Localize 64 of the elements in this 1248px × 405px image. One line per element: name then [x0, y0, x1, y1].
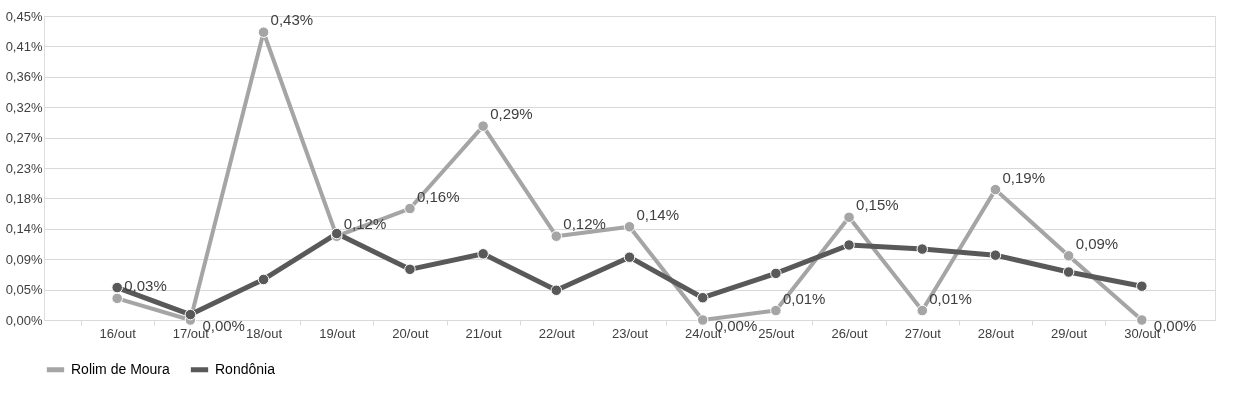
x-tick-label: 29/out	[1051, 325, 1088, 341]
x-tick-label: 27/out	[904, 325, 942, 341]
point	[1136, 280, 1148, 292]
x-tick-label: 25/out	[758, 325, 795, 341]
y-tick-label: 0,14%	[5, 221, 43, 237]
point	[989, 249, 1002, 261]
point	[843, 239, 855, 251]
data-label: 0,15%	[856, 196, 899, 214]
point	[989, 183, 1002, 196]
y-tick-label: 0,36%	[5, 69, 43, 85]
point	[404, 202, 416, 215]
point	[111, 292, 123, 305]
y-tick-label: 0,05%	[5, 282, 43, 298]
point	[770, 267, 782, 280]
point	[477, 248, 489, 260]
y-tick-label: 0,09%	[5, 251, 43, 267]
point	[257, 273, 270, 286]
point	[257, 26, 270, 38]
data-label: 0,16%	[416, 187, 460, 205]
x-tick-label: 21/out	[465, 325, 503, 341]
legend-label: Rolim de Moura	[71, 360, 171, 377]
x-tick-label: 18/out	[245, 325, 283, 341]
x-tick-label: 26/out	[831, 325, 869, 341]
point	[623, 251, 636, 263]
data-label: 0,19%	[1002, 168, 1045, 186]
data-label: 0,43%	[270, 11, 314, 29]
y-tick-label: 0,23%	[5, 160, 43, 176]
point	[1136, 314, 1148, 326]
legend-label: Rondônia	[215, 360, 276, 377]
point	[111, 281, 123, 294]
data-label: 0,03%	[124, 277, 167, 295]
point	[184, 308, 197, 321]
data-label: 0,01%	[929, 289, 972, 307]
data-label: 0,12%	[563, 215, 606, 233]
point	[1062, 250, 1075, 262]
x-tick-label: 28/out	[977, 325, 1015, 341]
data-label: 0,29%	[490, 105, 533, 123]
point	[916, 304, 928, 317]
point	[843, 211, 855, 224]
point	[477, 120, 489, 132]
y-tick-label: 0,32%	[5, 99, 43, 115]
x-tick-label: 22/out	[538, 325, 576, 341]
point	[1062, 266, 1075, 278]
point	[696, 314, 709, 326]
point	[770, 304, 782, 317]
x-tick-label: 23/out	[611, 325, 649, 341]
x-tick-label: 20/out	[392, 325, 429, 341]
data-label: 0,01%	[782, 289, 826, 307]
point	[696, 291, 709, 304]
y-tick-label: 0,45%	[5, 8, 43, 24]
point	[916, 243, 928, 255]
point	[550, 230, 563, 242]
y-tick-label: 0,27%	[5, 130, 43, 146]
point	[404, 263, 416, 276]
y-tick-label: 0,18%	[5, 190, 43, 206]
data-label: 0,09%	[1075, 234, 1119, 252]
x-tick-label: 19/out	[319, 325, 356, 341]
y-tick-label: 0,00%	[5, 312, 43, 328]
x-tick-label: 16/out	[99, 325, 137, 341]
point	[623, 221, 636, 233]
data-label: 0,14%	[636, 205, 680, 223]
y-tick-label: 0,41%	[5, 38, 43, 54]
data-label: 0,12%	[343, 215, 387, 233]
point	[550, 284, 563, 297]
